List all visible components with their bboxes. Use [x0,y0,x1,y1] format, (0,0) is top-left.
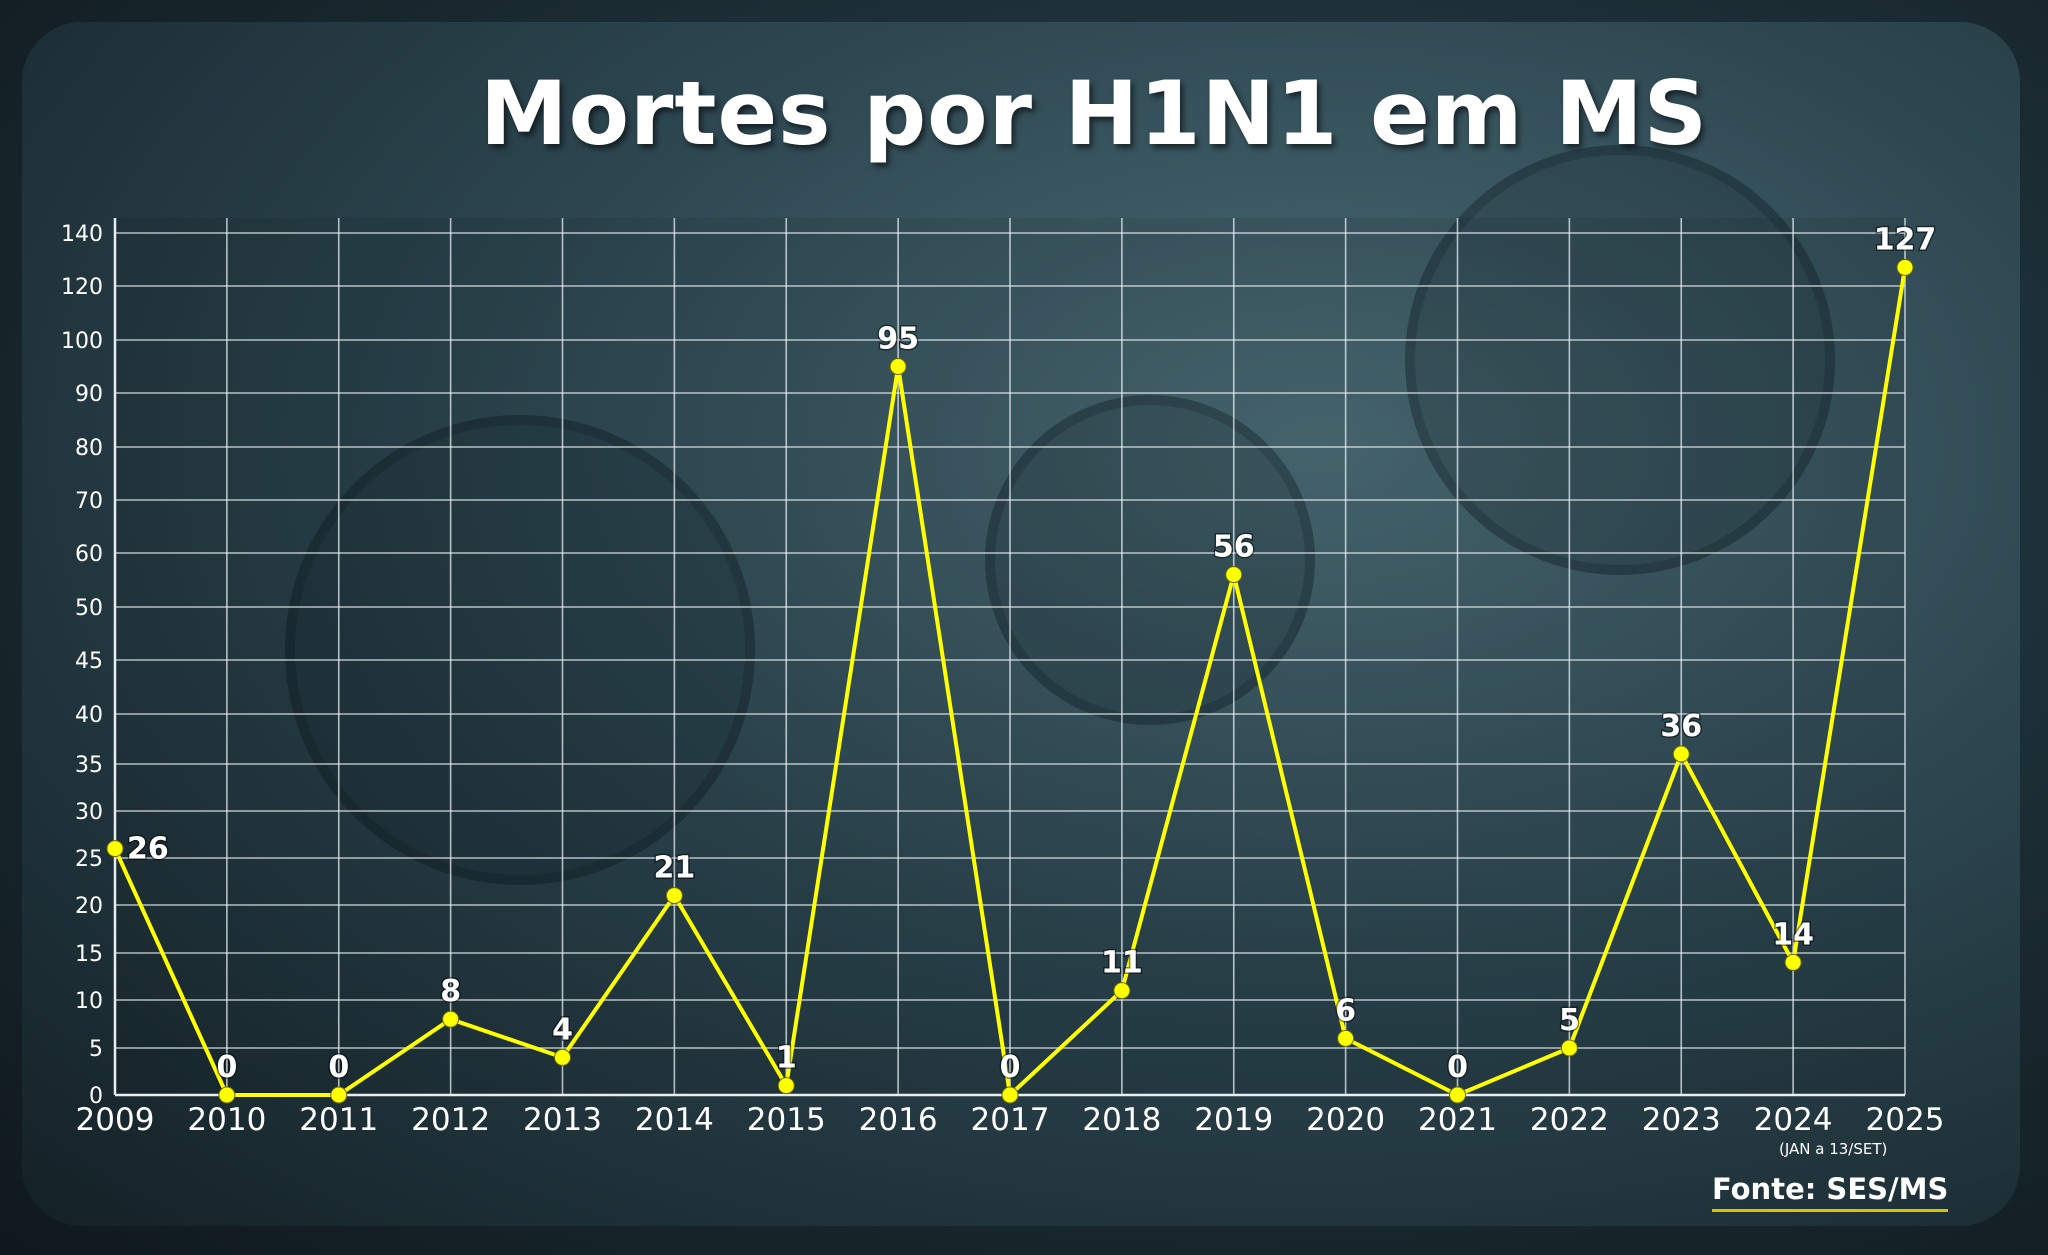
data-point [1784,953,1802,971]
x-tick-label: 2025 [1866,1102,1945,1138]
data-point [1560,1039,1578,1057]
data-label: 127 [1874,222,1937,257]
y-tick-label: 100 [61,329,103,354]
y-tick-label: 120 [61,275,103,300]
data-point [1113,982,1131,1000]
x-tick-label: 2015 [747,1102,826,1138]
y-tick-label: 30 [75,800,103,825]
data-point [1337,1029,1355,1047]
y-tick-label: 90 [75,382,103,407]
y-tick-label: 140 [61,222,103,247]
x-tick-label: 2021 [1418,1102,1497,1138]
data-label: 4 [552,1012,573,1047]
data-point [106,840,124,858]
data-label: 8 [440,974,461,1009]
y-tick-label: 40 [75,703,103,728]
data-point [665,887,683,905]
x-tick-label: 2023 [1642,1102,1721,1138]
data-label: 0 [1447,1050,1468,1085]
data-label: 11 [1101,946,1143,981]
note-2025: (JAN a 13/SET) [1779,1140,1888,1158]
source-label: Fonte: SES/MS [1712,1172,1949,1212]
data-label: 95 [877,322,919,357]
x-tick-label: 2012 [411,1102,490,1138]
y-tick-label: 15 [75,942,103,967]
data-label: 26 [127,832,169,867]
data-label: 6 [1335,993,1356,1028]
data-label: 0 [328,1050,349,1085]
data-point [1896,258,1914,276]
data-label: 5 [1559,1003,1580,1038]
x-tick-label: 2019 [1194,1102,1273,1138]
data-label: 1 [776,1041,797,1076]
data-point [889,358,907,375]
x-tick-label: 2024 [1754,1102,1833,1138]
data-label: 21 [654,851,696,886]
y-tick-label: 10 [75,989,103,1014]
data-point [218,1086,236,1104]
data-point [1449,1086,1466,1104]
data-label: 36 [1660,709,1702,744]
x-tick-label: 2011 [299,1102,378,1138]
data-point [1225,566,1243,584]
y-tick-label: 0 [89,1084,103,1109]
y-tick-label: 5 [89,1037,103,1062]
data-point [1001,1086,1019,1104]
data-label: 56 [1213,530,1255,565]
data-point [442,1010,460,1028]
x-tick-label: 2022 [1530,1102,1609,1138]
y-tick-label: 70 [75,489,103,514]
x-tick-label: 2020 [1306,1102,1385,1138]
y-tick-label: 20 [75,894,103,919]
data-label: 14 [1772,917,1814,952]
x-tick-label: 2014 [635,1102,714,1138]
x-tick-label: 2018 [1082,1102,1161,1138]
data-point [554,1048,571,1066]
y-tick-label: 60 [75,542,103,567]
x-tick-label: 2010 [187,1102,266,1138]
y-tick-label: 35 [75,753,103,778]
data-label: 0 [1000,1050,1021,1085]
x-tick-label: 2009 [76,1102,155,1138]
x-tick-label: 2017 [971,1102,1050,1138]
y-tick-label: 80 [75,436,103,461]
y-tick-label: 25 [75,847,103,872]
data-point [1672,745,1690,763]
data-label: 0 [216,1050,237,1085]
chart-panel [22,22,2020,1226]
y-tick-label: 45 [75,649,103,674]
data-point [777,1077,795,1095]
data-point [330,1086,348,1104]
y-tick-label: 50 [75,596,103,621]
x-tick-label: 2013 [523,1102,602,1138]
x-tick-label: 2016 [859,1102,938,1138]
